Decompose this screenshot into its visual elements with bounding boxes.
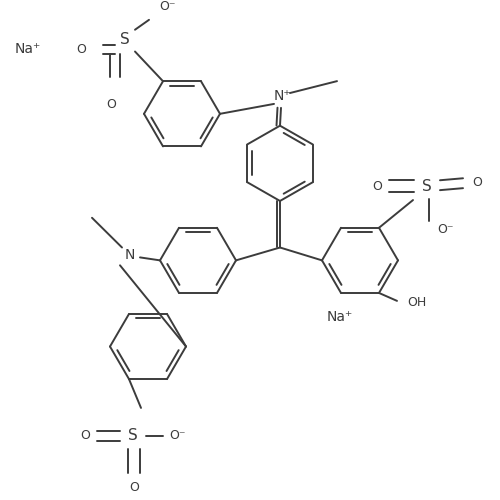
Text: O: O (129, 480, 139, 494)
Text: O: O (80, 429, 90, 442)
Text: O: O (472, 176, 482, 188)
Text: Na⁺: Na⁺ (327, 310, 353, 324)
Text: OH: OH (408, 296, 426, 310)
Text: O⁻: O⁻ (437, 224, 453, 236)
Text: S: S (120, 32, 130, 47)
Text: S: S (128, 428, 138, 443)
Text: S: S (422, 178, 432, 194)
Text: O: O (76, 43, 86, 56)
Text: Na⁺: Na⁺ (15, 42, 41, 56)
Text: O: O (106, 98, 116, 112)
Text: O⁻: O⁻ (159, 0, 176, 14)
Text: N: N (125, 248, 135, 262)
Text: N⁺: N⁺ (273, 89, 291, 103)
Text: O⁻: O⁻ (170, 429, 186, 442)
Text: O: O (372, 180, 382, 192)
